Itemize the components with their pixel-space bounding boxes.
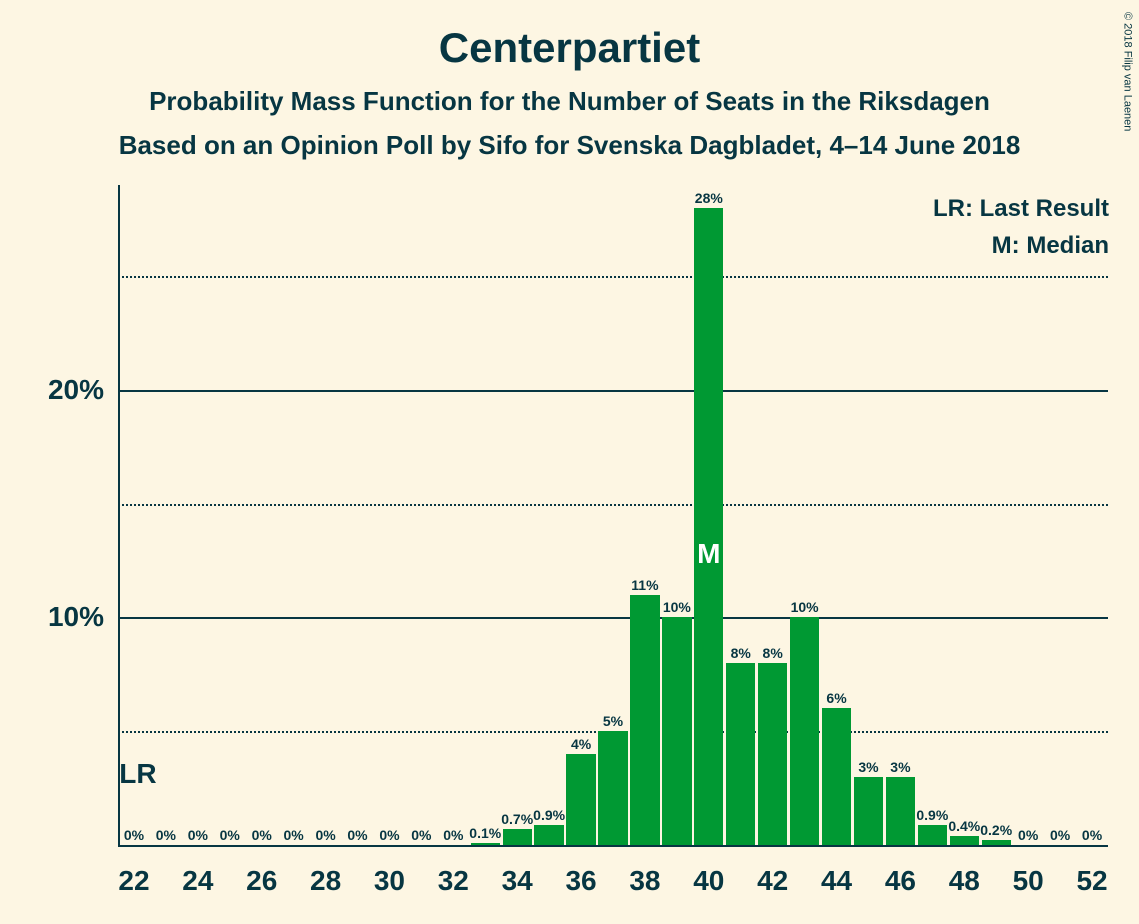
x-tick-label: 40	[693, 865, 724, 897]
bar-value-label: 0%	[443, 827, 463, 843]
annotation-lr: LR	[119, 758, 156, 790]
bar	[886, 777, 915, 845]
x-tick-label: 26	[246, 865, 277, 897]
bar-value-label: 0.4%	[948, 818, 980, 834]
bar-value-label: 3%	[858, 759, 878, 775]
bar-value-label: 8%	[731, 645, 751, 661]
x-tick-label: 50	[1013, 865, 1044, 897]
x-tick-label: 34	[502, 865, 533, 897]
bar-value-label: 0%	[1018, 827, 1038, 843]
annotation-median: M	[697, 538, 720, 570]
bar-value-label: 0%	[284, 827, 304, 843]
gridline-minor	[118, 504, 1108, 506]
bar	[534, 825, 563, 845]
bar	[566, 754, 595, 845]
bar-value-label: 0.9%	[533, 807, 565, 823]
bar-value-label: 8%	[763, 645, 783, 661]
bar	[662, 617, 691, 845]
bar-value-label: 0.1%	[469, 825, 501, 841]
bar-value-label: 0%	[411, 827, 431, 843]
bar	[598, 731, 627, 845]
bar	[982, 840, 1011, 845]
bar	[854, 777, 883, 845]
bar-value-label: 0%	[188, 827, 208, 843]
plot-area: 0%0%0%0%0%0%0%0%0%0%0%0.1%0.7%0.9%4%5%11…	[118, 185, 1108, 845]
bar-value-label: 5%	[603, 713, 623, 729]
bar-value-label: 0%	[1050, 827, 1070, 843]
chart-canvas: Centerpartiet Probability Mass Function …	[0, 0, 1139, 924]
bar-value-label: 0.2%	[980, 822, 1012, 838]
x-tick-label: 46	[885, 865, 916, 897]
bar	[918, 825, 947, 845]
copyright-text: © 2018 Filip van Laenen	[1121, 12, 1133, 131]
bar-value-label: 4%	[571, 736, 591, 752]
bar	[694, 208, 723, 845]
y-tick-label: 10%	[0, 601, 104, 633]
bar-value-label: 3%	[890, 759, 910, 775]
bar-value-label: 10%	[791, 599, 819, 615]
bar-value-label: 0%	[252, 827, 272, 843]
gridline-minor	[118, 276, 1108, 278]
bar-value-label: 28%	[695, 190, 723, 206]
bar	[630, 595, 659, 845]
bar-value-label: 0.7%	[501, 811, 533, 827]
bar-value-label: 0%	[156, 827, 176, 843]
bar	[790, 617, 819, 845]
bar-value-label: 0%	[1082, 827, 1102, 843]
y-axis	[118, 185, 120, 845]
bar-value-label: 0%	[379, 827, 399, 843]
bar-value-label: 0.9%	[916, 807, 948, 823]
chart-subtitle-2: Based on an Opinion Poll by Sifo for Sve…	[0, 130, 1139, 161]
bar	[950, 836, 979, 845]
bar	[822, 708, 851, 845]
x-tick-label: 22	[118, 865, 149, 897]
bar	[758, 663, 787, 845]
bar-value-label: 0%	[347, 827, 367, 843]
bar-value-label: 0%	[315, 827, 335, 843]
x-tick-label: 32	[438, 865, 469, 897]
bar-value-label: 11%	[631, 577, 658, 593]
x-tick-label: 38	[629, 865, 660, 897]
bar	[503, 829, 532, 845]
x-tick-label: 42	[757, 865, 788, 897]
bar-value-label: 0%	[220, 827, 240, 843]
x-tick-label: 24	[182, 865, 213, 897]
bar	[471, 843, 500, 845]
bar-value-label: 10%	[663, 599, 691, 615]
x-tick-label: 48	[949, 865, 980, 897]
x-tick-label: 28	[310, 865, 341, 897]
x-tick-label: 52	[1076, 865, 1107, 897]
x-axis	[118, 845, 1108, 847]
y-tick-label: 20%	[0, 374, 104, 406]
x-tick-label: 30	[374, 865, 405, 897]
x-tick-label: 36	[565, 865, 596, 897]
gridline-major	[118, 390, 1108, 392]
gridline-major	[118, 617, 1108, 619]
bar-value-label: 6%	[826, 690, 846, 706]
bar-value-label: 0%	[124, 827, 144, 843]
x-tick-label: 44	[821, 865, 852, 897]
chart-subtitle-1: Probability Mass Function for the Number…	[0, 86, 1139, 117]
chart-title: Centerpartiet	[0, 24, 1139, 72]
bar	[726, 663, 755, 845]
